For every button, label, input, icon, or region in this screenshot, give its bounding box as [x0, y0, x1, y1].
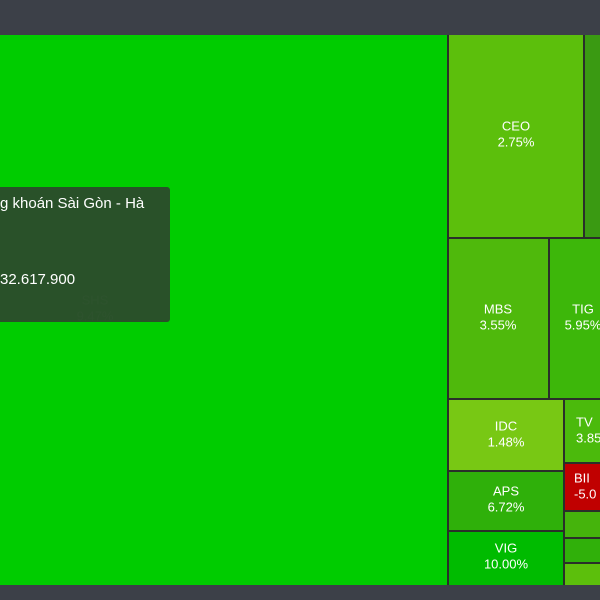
- tile: [449, 35, 583, 237]
- tile: [449, 532, 563, 585]
- tooltip-box: [0, 187, 170, 322]
- tile-change: -5.0: [574, 486, 596, 501]
- tile: [565, 464, 600, 510]
- top-bar: [0, 0, 600, 35]
- tile: [565, 512, 600, 537]
- tile: [585, 35, 600, 237]
- tile-change: 10.00%: [484, 556, 529, 571]
- tile: [449, 239, 548, 398]
- tile: [550, 239, 600, 398]
- tile-ticker: MBS: [484, 301, 513, 316]
- tile-ticker: CEO: [502, 118, 530, 133]
- tooltip-name: g khoán Sài Gòn - Hà: [0, 195, 145, 212]
- tooltip: g khoán Sài Gòn - Hà 32.617.900: [0, 187, 170, 322]
- tile-ticker: IDC: [495, 418, 517, 433]
- tile-ticker: VIG: [495, 540, 517, 555]
- tile-ticker: TIG: [572, 301, 594, 316]
- tile: [565, 400, 600, 462]
- tile-change: 2.75%: [498, 134, 535, 149]
- tile-ticker: BII: [574, 470, 590, 485]
- tile-change: 5.95%: [565, 317, 600, 332]
- tile-change: 3.85: [576, 430, 600, 445]
- tile: [449, 472, 563, 530]
- tile-change: 1.48%: [488, 434, 525, 449]
- tile-ticker: APS: [493, 483, 519, 498]
- tile: [565, 564, 600, 585]
- tooltip-volume: 32.617.900: [0, 271, 75, 288]
- tile-change: 6.72%: [488, 499, 525, 514]
- tile-ticker: TV: [576, 414, 593, 429]
- bottom-bar: [0, 585, 600, 600]
- tile-change: 3.55%: [480, 317, 517, 332]
- tile: [565, 539, 600, 562]
- tile: [449, 400, 563, 470]
